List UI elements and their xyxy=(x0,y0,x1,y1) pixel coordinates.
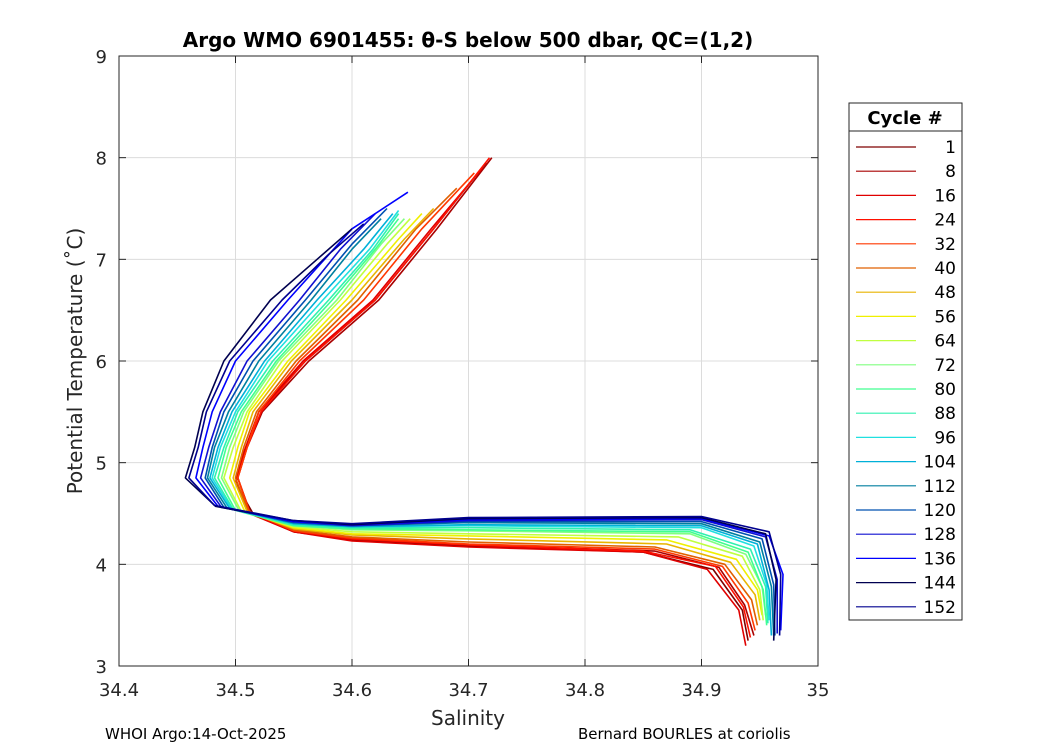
legend-label: 112 xyxy=(924,477,956,497)
legend-label: 144 xyxy=(924,574,956,594)
y-tick-label: 9 xyxy=(96,47,107,68)
chart-title: Argo WMO 6901455: θ-S below 500 dbar, QC… xyxy=(183,28,753,52)
y-tick-label: 8 xyxy=(96,149,107,170)
x-tick-label: 34.8 xyxy=(565,680,605,701)
footer-left: WHOI Argo:14-Oct-2025 xyxy=(105,725,287,743)
legend-label: 40 xyxy=(934,259,956,279)
legend-label: 128 xyxy=(924,525,956,545)
y-axis: 3 4 5 6 7 8 9 xyxy=(96,47,818,678)
legend-label: 96 xyxy=(934,428,956,448)
x-tick-label: 34.7 xyxy=(448,680,488,701)
series-group xyxy=(184,157,784,646)
legend-label: 48 xyxy=(934,283,956,303)
legend: Cycle # 1 8 16 24 32 40 48 56 64 72 80 88 96 104 112 12… xyxy=(848,102,963,621)
legend-label: 136 xyxy=(924,549,956,569)
legend-label: 24 xyxy=(934,211,956,231)
legend-label: 8 xyxy=(945,162,956,182)
x-tick-label: 34.4 xyxy=(99,680,139,701)
x-axis-label: Salinity xyxy=(431,706,505,730)
footer-right: Bernard BOURLES at coriolis xyxy=(578,725,791,743)
y-tick-label: 7 xyxy=(96,250,107,271)
y-tick-label: 3 xyxy=(96,657,107,678)
y-tick-label: 4 xyxy=(96,555,107,576)
legend-label: 72 xyxy=(934,356,956,376)
x-axis: 34.4 34.5 34.6 34.7 34.8 34.9 35 xyxy=(99,56,829,701)
legend-label: 80 xyxy=(934,380,956,400)
legend-label: 1 xyxy=(945,138,956,158)
legend-label: 32 xyxy=(934,235,956,255)
y-tick-label: 6 xyxy=(96,352,107,373)
legend-label: 120 xyxy=(924,501,956,521)
legend-title: Cycle # xyxy=(867,108,942,129)
x-tick-label: 34.9 xyxy=(681,680,721,701)
x-tick-label: 34.5 xyxy=(215,680,255,701)
series-line-cycle-152 xyxy=(188,223,782,636)
legend-label: 56 xyxy=(934,307,956,327)
legend-label: 16 xyxy=(934,186,956,206)
legend-label: 64 xyxy=(934,332,956,352)
legend-label: 88 xyxy=(934,404,956,424)
legend-label: 104 xyxy=(924,453,956,473)
x-tick-label: 34.6 xyxy=(332,680,372,701)
plot-area: 34.4 34.5 34.6 34.7 34.8 34.9 35 3 4 5 6 7 8 9 xyxy=(96,47,830,701)
y-tick-label: 5 xyxy=(96,454,107,475)
y-axis-label: Potential Temperature (˚C) xyxy=(63,228,87,495)
x-tick-label: 35 xyxy=(807,680,830,701)
legend-label: 152 xyxy=(924,598,956,618)
legend-items: 1 8 16 24 32 40 48 56 64 72 80 88 96 104 112 120 128 136 1… xyxy=(856,138,956,618)
